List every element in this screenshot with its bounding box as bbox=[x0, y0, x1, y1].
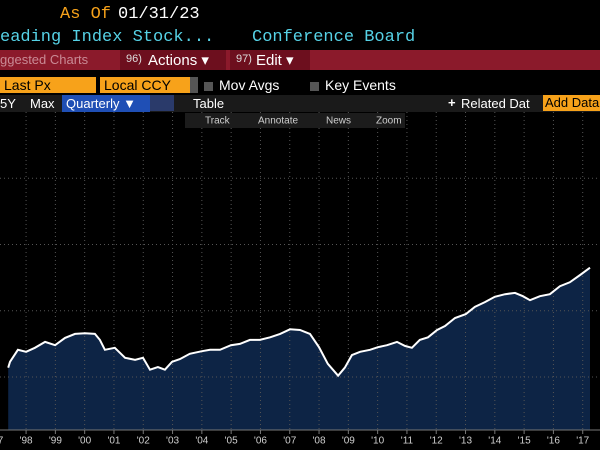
range-button[interactable]: 5Y bbox=[0, 96, 16, 111]
x-tick-label: '97 bbox=[0, 436, 4, 447]
x-tick-label: '99 bbox=[49, 436, 62, 447]
as-of-date[interactable]: 01/31/23 bbox=[118, 5, 200, 24]
x-tick-label: '15 bbox=[518, 436, 531, 447]
frequency-select[interactable]: Quarterly ▼ bbox=[62, 95, 150, 112]
suggested-charts[interactable]: ggested Charts bbox=[0, 52, 89, 67]
source-name: Conference Board bbox=[252, 28, 416, 47]
add-data[interactable]: Add Data bbox=[543, 95, 600, 111]
x-tick-label: '04 bbox=[195, 436, 208, 447]
range-bar: 5Y Max Quarterly ▼ Table + Related Dat A… bbox=[0, 95, 600, 112]
x-tick-label: '05 bbox=[225, 436, 238, 447]
actions-menu[interactable]: 96) Actions ▾ bbox=[120, 50, 226, 70]
security-name: eading Index Stock... bbox=[0, 28, 215, 47]
menu-label: Edit ▾ bbox=[256, 52, 294, 69]
key-events-label: Key Events bbox=[325, 77, 396, 93]
menu-number: 96) bbox=[126, 53, 142, 65]
as-of-label: As Of bbox=[60, 5, 112, 24]
tool-track[interactable]: Track bbox=[205, 116, 231, 127]
x-tick-label: '01 bbox=[107, 436, 120, 447]
x-tick-label: '07 bbox=[283, 436, 296, 447]
x-tick-label: '11 bbox=[401, 436, 414, 447]
x-tick-label: '16 bbox=[547, 436, 560, 447]
dropdown-arrow[interactable] bbox=[190, 77, 198, 93]
x-tick-label: '98 bbox=[20, 436, 33, 447]
chart-icon[interactable] bbox=[150, 95, 174, 111]
x-tick-label: '14 bbox=[488, 436, 501, 447]
table-button[interactable]: Table bbox=[193, 96, 225, 111]
area-fill bbox=[8, 267, 590, 430]
x-tick-label: '03 bbox=[166, 436, 179, 447]
menu-number: 97) bbox=[236, 53, 252, 65]
x-tick-label: '12 bbox=[430, 436, 443, 447]
range-button[interactable]: Max bbox=[30, 96, 55, 111]
mov-avgs-label: Mov Avgs bbox=[219, 77, 280, 93]
related-data[interactable]: Related Dat bbox=[461, 96, 530, 111]
edit-menu[interactable]: 97) Edit ▾ bbox=[230, 50, 310, 70]
plus-icon: + bbox=[448, 95, 456, 110]
chart-toolbar bbox=[185, 113, 405, 128]
x-tick-label: '02 bbox=[137, 436, 150, 447]
menu-bar: ggested Charts 96) Actions ▾ 97) Edit ▾ bbox=[0, 50, 600, 70]
x-tick-label: '08 bbox=[313, 436, 326, 447]
mov-avgs-toggle[interactable]: Mov Avgs bbox=[204, 77, 279, 93]
field-select[interactable]: Last Px bbox=[0, 77, 96, 93]
tool-zoom[interactable]: Zoom bbox=[376, 116, 402, 127]
x-tick-label: '17 bbox=[576, 436, 589, 447]
menu-label: Actions ▾ bbox=[148, 52, 209, 69]
x-tick-label: '13 bbox=[459, 436, 472, 447]
key-events-toggle[interactable]: Key Events bbox=[310, 77, 396, 93]
x-tick-label: '06 bbox=[254, 436, 267, 447]
tool-annotate[interactable]: Annotate bbox=[258, 116, 298, 127]
x-tick-label: '09 bbox=[342, 436, 355, 447]
currency-select[interactable]: Local CCY bbox=[100, 77, 190, 93]
tool-news[interactable]: News bbox=[326, 116, 351, 127]
x-tick-label: '10 bbox=[371, 436, 384, 447]
x-tick-label: '00 bbox=[78, 436, 91, 447]
line bbox=[7, 266, 591, 378]
